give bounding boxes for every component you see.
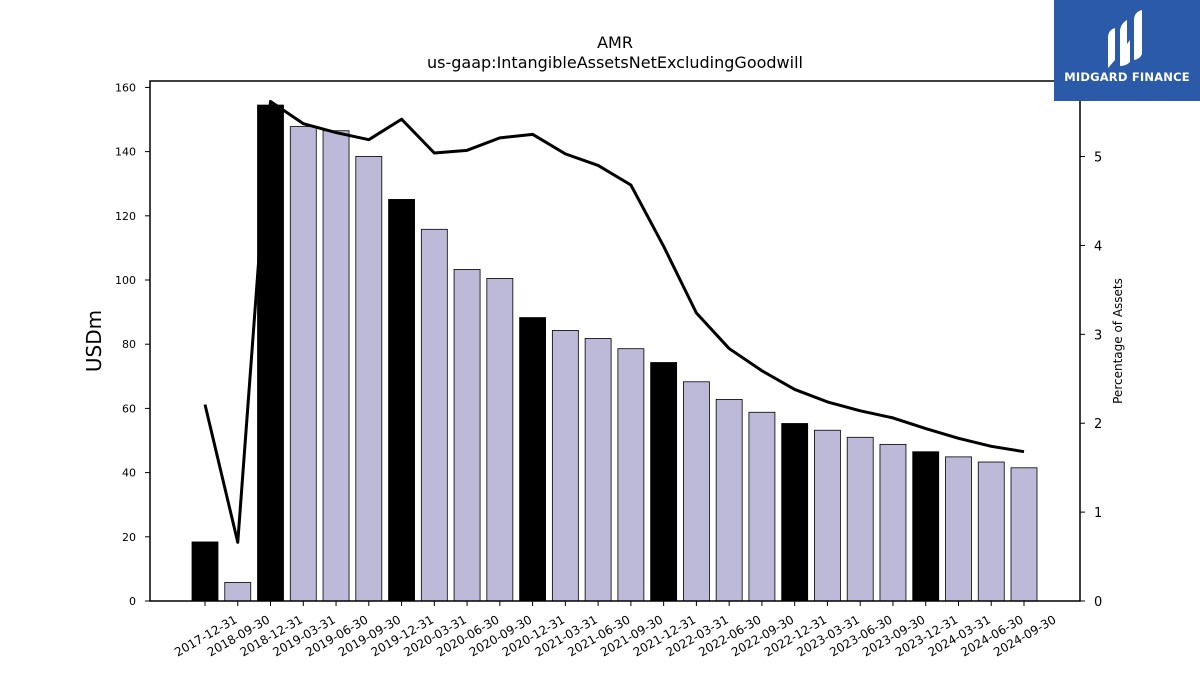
bar-2021-06-30 [584,338,612,602]
bars [191,104,1038,602]
y2-tick-label: 2 [1094,417,1102,432]
bar-2020-03-31 [420,228,448,602]
logo-text: MIDGARD FINANCE [1064,70,1190,84]
y2-tick-label: 0 [1094,595,1102,610]
y2-tick-label: 4 [1094,239,1102,254]
y2-tick-label: 3 [1094,328,1102,343]
bar-2023-06-30 [846,436,874,602]
logo-mark-icon [1108,10,1142,68]
bar-2021-03-31 [551,330,579,602]
midgard-finance-logo: MIDGARD FINANCE [1054,0,1200,101]
bar-2020-06-30 [453,269,481,602]
y-tick-label: 0 [129,595,136,608]
bar-2022-03-31 [683,381,710,602]
y-tick-label: 120 [115,210,136,223]
bar-2023-12-31 [912,451,940,602]
bar-2020-12-31 [519,317,546,602]
bar-2019-12-31 [388,199,415,602]
bar-2019-09-30 [355,156,383,602]
bar-2024-09-30 [1010,467,1038,602]
plot-frame [149,80,1081,602]
y-tick-label: 40 [122,467,136,480]
y-tick-label: 20 [122,531,136,544]
percentage-line [203,99,1025,544]
y-tick-label: 100 [115,274,136,287]
bar-2021-12-31 [650,362,678,602]
y-tick-label: 140 [115,146,136,159]
bar-2021-09-30 [617,348,645,602]
bar-2018-12-31 [257,104,284,602]
bar-2020-09-30 [486,278,514,602]
bar-2022-09-30 [748,411,776,602]
chart-subtitle: us-gaap:IntangibleAssetsNetExcludingGood… [427,53,803,72]
y-tick-label: 60 [122,402,136,415]
y-axis-label: USDm [82,310,106,372]
chart-title: AMR [597,33,633,52]
bar-2022-06-30 [715,399,743,602]
bar-2023-09-30 [879,443,907,602]
y2-tick-label: 1 [1094,506,1102,521]
y-tick-label: 80 [122,338,136,351]
bar-2019-06-30 [322,130,350,602]
y-tick-label: 160 [115,81,136,94]
bar-2017-12-31 [191,541,219,602]
bar-2022-12-31 [781,423,809,602]
y2-axis-label: Percentage of Assets [1111,278,1125,404]
y2-tick-label: 5 [1094,151,1102,166]
bar-2019-03-31 [289,126,317,602]
bar-2024-06-30 [977,461,1005,602]
bar-2023-03-31 [814,429,841,602]
line-layer [203,99,1025,544]
bar-2018-09-30 [224,581,252,602]
bar-2024-03-31 [945,456,972,602]
